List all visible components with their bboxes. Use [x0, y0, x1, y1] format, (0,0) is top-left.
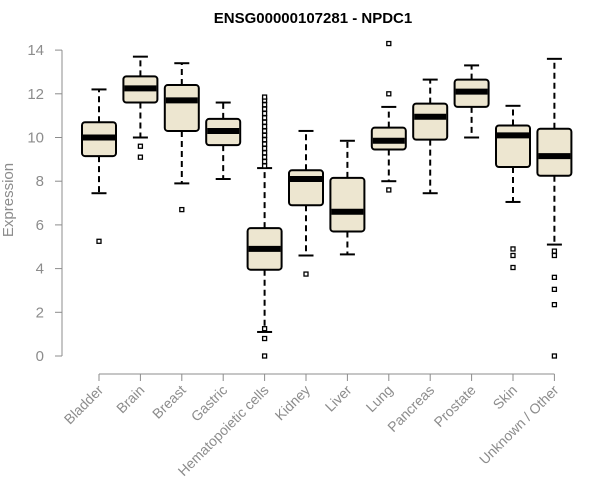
box-iqr — [288, 169, 324, 207]
outlier-point — [261, 128, 268, 134]
outlier-point — [261, 110, 268, 117]
outlier-point — [510, 246, 516, 252]
y-tick-label: 4 — [36, 261, 44, 278]
outlier-point — [261, 123, 268, 130]
outlier-point — [261, 137, 268, 143]
y-tick-label: 14 — [27, 42, 44, 59]
outlier-point — [261, 163, 268, 169]
outlier-point — [261, 119, 268, 125]
outlier-point — [261, 94, 268, 100]
box-kidney — [288, 129, 324, 277]
box-gastric — [205, 101, 242, 181]
outlier-point — [261, 326, 268, 332]
y-tick-label: 0 — [36, 348, 44, 365]
box-iqr — [536, 127, 573, 177]
box-iqr — [329, 176, 366, 233]
outlier-point — [386, 187, 392, 193]
x-tick-label: Prostate — [431, 382, 479, 430]
x-tick-label: Liver — [322, 382, 355, 415]
x-tick-label: Bladder — [61, 382, 107, 428]
box-prostate — [453, 64, 490, 139]
box-skin — [495, 104, 531, 271]
box-iqr — [163, 84, 200, 132]
outlier-point — [261, 141, 268, 147]
x-tick-label: Lung — [363, 382, 396, 415]
outlier-point — [386, 40, 392, 47]
box-bladder — [81, 88, 117, 244]
y-tick-label: 6 — [36, 217, 44, 234]
chart-title: ENSG00000107281 - NPDC1 — [214, 10, 412, 27]
outlier-point — [303, 271, 309, 277]
x-tick-label: Skin — [490, 382, 521, 413]
outlier-point — [551, 274, 558, 280]
outlier-point — [510, 264, 516, 271]
y-axis-label: Expression — [0, 163, 17, 237]
outlier-point — [137, 154, 144, 160]
box-lung — [370, 40, 407, 193]
outlier-point — [261, 115, 268, 121]
outlier-point — [261, 158, 268, 165]
x-tick-label: Breast — [149, 382, 189, 422]
box-hematopoietic-cells — [246, 94, 283, 359]
box-brain — [122, 55, 159, 160]
box-unknown-other — [536, 57, 573, 359]
y-tick-label: 8 — [36, 173, 44, 190]
outlier-point — [261, 335, 268, 342]
y-tick-label: 12 — [27, 86, 44, 103]
box-breast — [163, 62, 200, 213]
outlier-point — [261, 106, 268, 112]
box-iqr — [495, 124, 531, 168]
box-liver — [329, 139, 366, 256]
y-tick-label: 2 — [36, 304, 44, 321]
box-pancreas — [412, 78, 449, 195]
outlier-point — [261, 154, 268, 160]
outlier-point — [137, 143, 144, 149]
outlier-point — [551, 286, 558, 293]
box-iqr — [412, 102, 449, 141]
box-series — [81, 40, 573, 359]
outlier-point — [261, 102, 268, 108]
outlier-point — [261, 132, 268, 138]
x-tick-label: Kidney — [272, 382, 314, 424]
outlier-point — [386, 91, 392, 97]
outlier-point — [551, 302, 558, 308]
y-axis: 0 2 4 6 8 10 12 14 — [27, 42, 63, 365]
outlier-point — [510, 252, 516, 259]
x-tick-label: Unknown / Other — [476, 382, 562, 468]
outlier-point — [551, 353, 558, 359]
outlier-point — [179, 206, 185, 213]
outlier-point — [551, 248, 558, 254]
y-tick-label: 10 — [27, 130, 44, 147]
outlier-point — [261, 150, 268, 156]
outlier-point — [261, 353, 268, 359]
x-tick-label: Brain — [113, 382, 147, 416]
outlier-point — [551, 252, 558, 259]
outlier-point — [261, 145, 268, 152]
outlier-point — [96, 238, 102, 244]
